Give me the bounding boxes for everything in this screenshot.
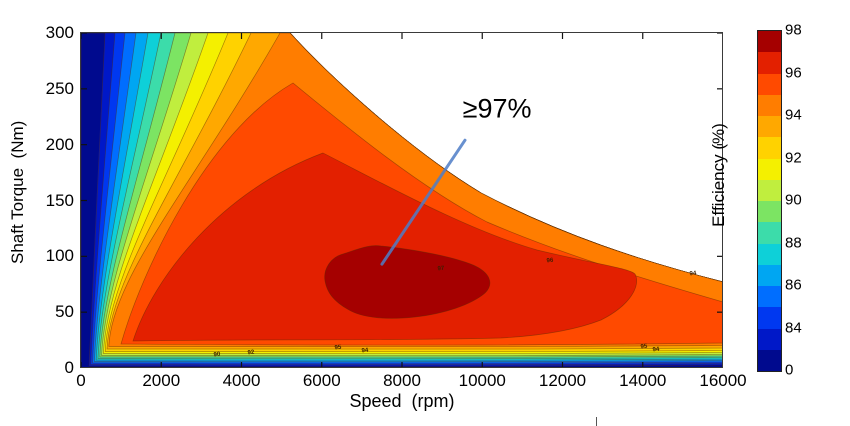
- colorbar-segment-97-98: [758, 31, 781, 53]
- colorbar-segment-88-89: [758, 222, 781, 244]
- contour-line-label: 90: [213, 351, 221, 358]
- colorbar-tick-label: 84: [785, 319, 802, 336]
- x-tick-label: 8000: [383, 371, 421, 390]
- x-tick-label: 6000: [302, 371, 341, 390]
- y-tick-label: 200: [45, 134, 74, 154]
- colorbar-tick-label: 0: [785, 361, 794, 379]
- y-tick-label: 150: [45, 190, 74, 210]
- colorbar-segment-94-95: [758, 94, 781, 116]
- y-tick-label: 300: [45, 23, 74, 42]
- stray-cursor-mark: [596, 417, 597, 426]
- colorbar-tick-label: 88: [785, 234, 802, 251]
- colorbar-segment-87-88: [758, 243, 781, 265]
- colorbar-tick-label: 98: [785, 21, 802, 39]
- y-tick-label: 100: [45, 246, 74, 266]
- x-tick-label: 4000: [222, 371, 261, 390]
- y-tick-label: 250: [45, 78, 74, 98]
- colorbar-segment-95-96: [758, 73, 781, 95]
- contour-line-label: 95: [334, 344, 342, 352]
- y-tick-label: 0: [64, 358, 74, 377]
- x-tick-label: 10000: [458, 371, 506, 390]
- colorbar-tick-label: 90: [785, 191, 802, 209]
- x-tick-label: 2000: [142, 371, 181, 390]
- contour-plot-area: 97 96 94 95 94 92 90 95 94: [81, 33, 723, 368]
- x-tick-label: 12000: [538, 371, 587, 390]
- contour-line-label: 94: [652, 346, 660, 354]
- y-tick-label: 50: [55, 302, 74, 322]
- x-tick-label: 0: [76, 371, 86, 390]
- peak-efficiency-annotation: ≥97%: [462, 93, 532, 124]
- colorbar-tick-label: 92: [785, 149, 802, 166]
- contour-band-ge-97-peak-blob: [324, 245, 491, 319]
- contour-line-label: 94: [361, 347, 369, 355]
- axis-tick-marks: [81, 33, 723, 368]
- contour-line-label: 96: [546, 257, 555, 265]
- efficiency-contour-svg: [81, 33, 723, 368]
- colorbar-segment-90-91: [758, 179, 781, 201]
- colorbar: [757, 30, 782, 372]
- annotation-leader-line: [380, 138, 467, 266]
- contour-line-label: 97: [437, 265, 445, 272]
- x-tick-label: 16000: [699, 371, 747, 390]
- colorbar-segment-86-87: [758, 264, 781, 286]
- colorbar-segment-96-97: [758, 52, 781, 74]
- colorbar-segment-0-83: [758, 349, 781, 371]
- colorbar-segment-93-94: [758, 116, 781, 138]
- contour-bands: [81, 33, 723, 368]
- colorbar-segment-91-92: [758, 158, 781, 180]
- colorbar-segment-83-84: [758, 328, 781, 350]
- colorbar-tick-label: 96: [785, 64, 802, 81]
- colorbar-tick-label: 86: [785, 276, 802, 294]
- x-axis-label: Speed (rpm): [349, 391, 455, 411]
- x-tick-label: 14000: [619, 371, 667, 390]
- colorbar-segment-92-93: [758, 137, 781, 159]
- contour-line-label: 95: [640, 343, 648, 351]
- colorbar-axis-label: Efficiency (%): [709, 123, 728, 227]
- colorbar-segment-84-85: [758, 307, 781, 329]
- colorbar-segment-89-90: [758, 201, 781, 223]
- colorbar-segment-85-86: [758, 286, 781, 308]
- contour-line-label: 94: [689, 270, 697, 278]
- colorbar-tick-label: 94: [785, 106, 802, 124]
